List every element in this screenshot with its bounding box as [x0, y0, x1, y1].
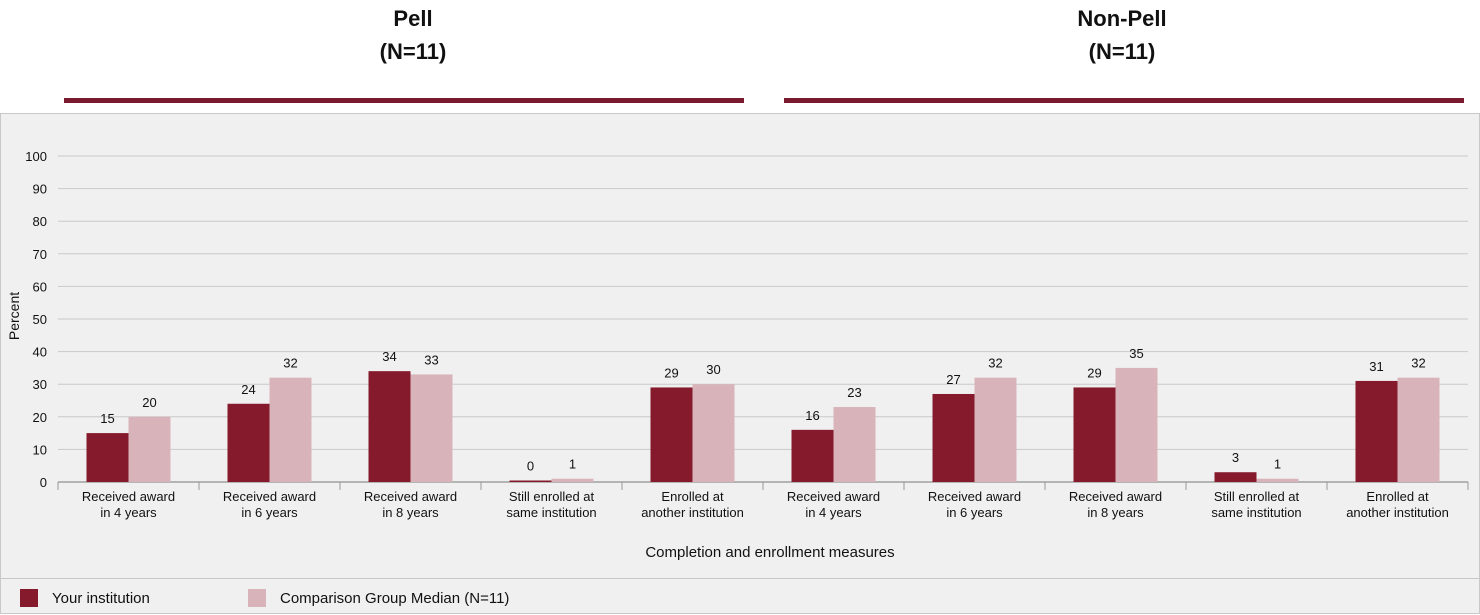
data-label: 0: [527, 459, 534, 474]
group-divider-pell: [64, 98, 744, 103]
x-tick-label: Received award: [928, 489, 1021, 504]
chart-panel: [0, 113, 1480, 614]
x-tick-label: in 8 years: [1087, 505, 1144, 520]
x-tick-label: Enrolled at: [661, 489, 724, 504]
bar-comparison-median: [410, 374, 453, 482]
x-tick-label: same institution: [506, 505, 596, 520]
bar-your-institution: [1355, 380, 1398, 482]
data-label: 32: [1411, 356, 1425, 371]
bar-comparison-median: [974, 377, 1017, 482]
data-label: 15: [100, 411, 114, 426]
data-label: 3: [1232, 450, 1239, 465]
bar-your-institution: [650, 387, 693, 482]
y-tick-label: 80: [33, 214, 47, 229]
bar-your-institution: [1214, 472, 1257, 482]
y-tick-label: 100: [25, 149, 47, 164]
x-tick-label: same institution: [1211, 505, 1301, 520]
bar-comparison-median: [833, 407, 876, 482]
data-label: 27: [946, 372, 960, 387]
y-tick-label: 70: [33, 247, 47, 262]
data-label: 29: [664, 365, 678, 380]
bar-your-institution: [509, 480, 552, 482]
legend-label: Comparison Group Median (N=11): [280, 589, 510, 607]
data-label: 16: [805, 408, 819, 423]
group-title-non-pell: Non-Pell (N=11): [972, 2, 1272, 68]
bar-comparison-median: [269, 377, 312, 482]
x-tick-label: Received award: [364, 489, 457, 504]
legend-item-your-institution: Your institution: [20, 589, 150, 607]
x-axis-title: Completion and enrollment measures: [645, 544, 894, 561]
legend-label: Your institution: [52, 589, 150, 607]
y-tick-label: 50: [33, 312, 47, 327]
data-label: 31: [1369, 359, 1383, 374]
y-axis-title: Percent: [6, 292, 22, 340]
bar-your-institution: [368, 371, 411, 482]
group-count: (N=11): [379, 39, 447, 64]
y-tick-label: 10: [33, 442, 47, 457]
x-tick-label: in 6 years: [241, 505, 298, 520]
x-tick-label: in 8 years: [382, 505, 439, 520]
bar-comparison-median: [551, 478, 594, 482]
x-tick-label: Still enrolled at: [509, 489, 595, 504]
x-tick-label: Still enrolled at: [1214, 489, 1300, 504]
y-tick-label: 90: [33, 182, 47, 197]
y-tick-label: 30: [33, 377, 47, 392]
data-label: 32: [988, 356, 1002, 371]
data-label: 30: [706, 362, 720, 377]
group-label: Non-Pell: [1077, 6, 1167, 31]
x-tick-label: another institution: [641, 505, 744, 520]
bar-comparison-median: [1397, 377, 1440, 482]
x-tick-label: Received award: [787, 489, 880, 504]
data-label: 32: [283, 356, 297, 371]
data-label: 33: [424, 352, 438, 367]
bar-your-institution: [791, 429, 834, 482]
y-tick-label: 40: [33, 345, 47, 360]
x-tick-label: Received award: [82, 489, 175, 504]
data-label: 20: [142, 395, 156, 410]
bar-comparison-median: [692, 384, 735, 482]
x-tick-label: Enrolled at: [1366, 489, 1429, 504]
y-tick-label: 60: [33, 279, 47, 294]
bar-your-institution: [932, 393, 975, 482]
x-tick-label: Received award: [223, 489, 316, 504]
data-label: 1: [1274, 457, 1281, 472]
data-label: 35: [1129, 346, 1143, 361]
y-tick-label: 0: [40, 475, 47, 490]
data-label: 24: [241, 382, 255, 397]
bar-your-institution: [227, 403, 270, 482]
data-label: 29: [1087, 365, 1101, 380]
x-tick-label: in 4 years: [100, 505, 157, 520]
group-title-pell: Pell (N=11): [263, 2, 563, 68]
group-divider-non-pell: [784, 98, 1464, 103]
y-tick-label: 20: [33, 410, 47, 425]
bar-comparison-median: [1256, 478, 1299, 482]
x-tick-label: in 6 years: [946, 505, 1003, 520]
x-tick-label: another institution: [1346, 505, 1449, 520]
bar-your-institution: [86, 433, 129, 482]
bar-your-institution: [1073, 387, 1116, 482]
chart-legend: Your institution Comparison Group Median…: [0, 578, 1480, 615]
legend-item-comparison-median: Comparison Group Median (N=11): [248, 589, 509, 607]
x-tick-label: in 4 years: [805, 505, 862, 520]
group-label: Pell: [393, 6, 433, 31]
group-count: (N=11): [1088, 39, 1156, 64]
bar-comparison-median: [128, 416, 171, 482]
legend-swatch: [20, 589, 38, 607]
data-label: 1: [569, 457, 576, 472]
bar-comparison-median: [1115, 367, 1158, 482]
legend-swatch: [248, 589, 266, 607]
x-tick-label: Received award: [1069, 489, 1162, 504]
data-label: 34: [382, 349, 396, 364]
data-label: 23: [847, 385, 861, 400]
